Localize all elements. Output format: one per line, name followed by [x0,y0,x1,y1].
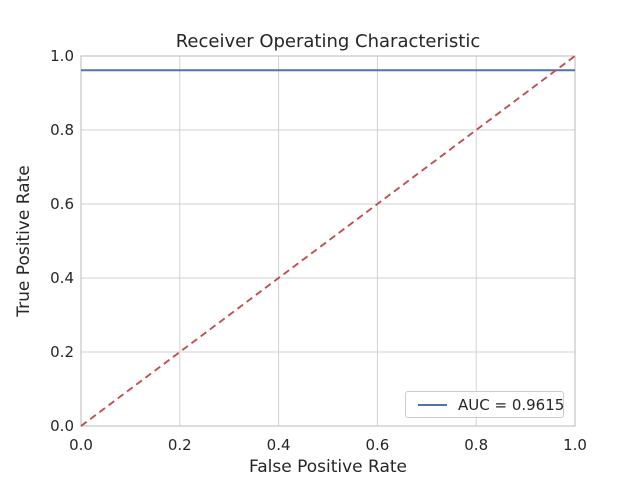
y-tick-label: 0.0 [50,417,74,435]
y-tick-label: 0.2 [50,343,74,361]
x-tick-label: 0.6 [365,436,390,454]
legend-line-sample [418,403,447,406]
y-tick-label: 1.0 [50,47,74,65]
legend-label: AUC = 0.9615 [458,395,565,414]
chance-diagonal-line [80,55,576,427]
axes-spines [80,55,576,427]
x-axis-label: False Positive Rate [249,457,407,477]
x-tick-label: 1.0 [563,436,587,454]
chart-title: Receiver Operating Characteristic [175,31,481,52]
legend: AUC = 0.9615 [405,391,564,418]
x-tick-label: 0.2 [167,436,192,454]
x-tick-label: 0.4 [266,436,291,454]
x-tick-label: 0.0 [69,436,93,454]
y-tick-label: 0.4 [50,269,74,287]
y-tick-label: 0.8 [50,121,74,139]
y-tick-label: 0.6 [50,195,74,213]
x-tick-label: 0.8 [464,436,489,454]
y-axis-label: True Positive Rate [14,165,34,317]
